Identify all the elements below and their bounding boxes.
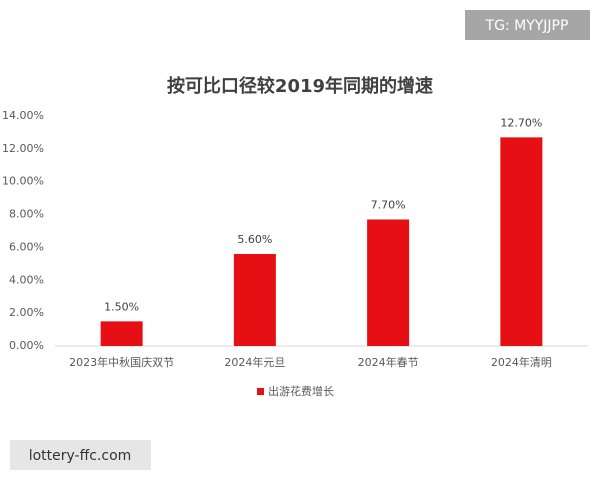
data-label: 5.60%: [237, 233, 272, 246]
y-tick-label: 12.00%: [2, 142, 44, 155]
watermark-box: [10, 440, 151, 470]
bar: [367, 219, 410, 346]
chart-title: 按可比口径较2019年同期的增速: [167, 75, 433, 97]
data-label: 7.70%: [371, 199, 406, 212]
watermark: TG: MYYJJPP: [485, 18, 569, 34]
data-label: 1.50%: [104, 300, 139, 313]
y-tick-label: 10.00%: [2, 175, 44, 188]
bar: [233, 254, 276, 346]
x-tick-label: 2024年元旦: [224, 355, 285, 369]
y-tick-label: 0.00%: [9, 339, 44, 352]
data-label: 12.70%: [500, 116, 542, 129]
legend-label: 出游花费增长: [268, 384, 334, 398]
bar: [100, 321, 143, 346]
watermark-box: [465, 10, 590, 40]
y-tick-label: 6.00%: [9, 240, 44, 253]
legend-swatch: [257, 388, 264, 395]
x-tick-label: 2024年清明: [491, 355, 552, 369]
y-tick-label: 8.00%: [9, 208, 44, 221]
x-tick-label: 2023年中秋国庆双节: [69, 355, 174, 369]
watermark: lottery-ffc.com: [29, 448, 132, 464]
y-tick-label: 14.00%: [2, 109, 44, 122]
y-tick-label: 4.00%: [9, 273, 44, 286]
y-tick-label: 2.00%: [9, 306, 44, 319]
x-tick-label: 2024年春节: [358, 355, 419, 369]
bar: [500, 137, 543, 346]
